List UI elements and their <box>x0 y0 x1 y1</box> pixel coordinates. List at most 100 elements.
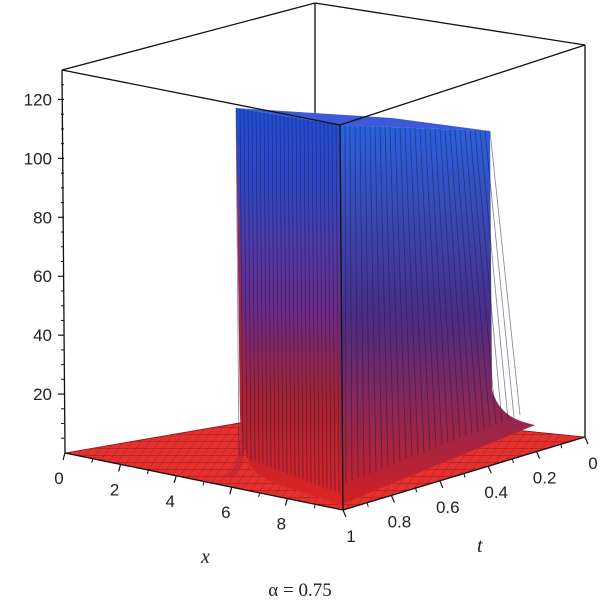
wall-mesh-line <box>291 117 296 477</box>
t-tick-label: 0.6 <box>436 498 460 517</box>
wall-mesh-line <box>459 129 485 430</box>
x-minor-tick <box>313 504 316 509</box>
x-tick <box>173 475 177 483</box>
wall-mesh-line <box>331 123 336 492</box>
t-axis-label: t <box>477 535 483 557</box>
wall-mesh-line <box>469 130 497 425</box>
wall-mesh-line <box>414 127 431 451</box>
wall-mesh-line <box>311 120 316 485</box>
x-tick <box>229 487 233 495</box>
wall-mesh-line <box>399 127 413 458</box>
x-axis-label: x <box>200 546 210 568</box>
wall-mesh-line <box>419 128 437 448</box>
wall-mesh-line <box>404 127 419 455</box>
wall-mesh-line <box>464 129 491 427</box>
wall-mesh-line <box>454 129 479 432</box>
wall-mesh-line <box>409 127 425 453</box>
wall-mesh-line <box>489 130 521 416</box>
wall-mesh-line <box>235 107 240 456</box>
t-minor-tick <box>463 473 466 478</box>
wall-mesh-line <box>439 128 461 439</box>
wall-mesh-line <box>354 125 359 479</box>
x-tick-label: 8 <box>277 515 286 534</box>
wall-mesh-line <box>374 126 383 469</box>
x-tick-label: 2 <box>110 480 119 499</box>
t-minor-tick <box>366 502 369 507</box>
t-axis: 0 0.2 0.4 0.6 0.8 1 <box>342 436 598 546</box>
wall-mesh-line <box>315 121 320 486</box>
wall-mesh-line <box>359 125 365 476</box>
t-tick <box>536 451 541 459</box>
x-tick-label: 6 <box>221 503 230 522</box>
t-tick <box>390 495 395 503</box>
wall-mesh-line <box>389 126 401 462</box>
x-tick <box>62 452 66 461</box>
wall-mesh-line <box>267 113 272 468</box>
t-tick <box>487 465 492 474</box>
wall-mesh-line <box>275 114 280 471</box>
wall-mesh-line <box>271 113 276 469</box>
wall-mesh-line <box>349 125 353 481</box>
wall-mesh-line <box>243 109 248 459</box>
wall-mesh-line <box>394 127 407 460</box>
wall-mesh-line <box>327 123 332 491</box>
wall-mesh-line <box>369 126 377 472</box>
wall-mesh-line <box>344 125 347 483</box>
wall-mesh-line <box>299 118 304 480</box>
x-axis: 0 2 4 6 8 <box>54 452 316 534</box>
t-tick-label: 1 <box>346 527 355 546</box>
x-minor-tick <box>202 481 205 486</box>
wall-mesh-line <box>424 128 443 446</box>
wall-mesh-line <box>384 126 395 465</box>
peak-wall <box>225 107 535 505</box>
wall-mesh-line <box>444 129 467 437</box>
z-tick-label: 40 <box>33 326 52 345</box>
wall-mesh-line <box>255 111 260 463</box>
t-tick-label: 0.2 <box>533 469 557 488</box>
chart-caption: α = 0.75 <box>268 580 331 601</box>
t-minor-tick <box>560 444 563 449</box>
z-tick-label: 80 <box>33 208 52 227</box>
wall-mesh-line <box>239 108 244 457</box>
wall-mesh-line <box>303 119 308 482</box>
wall-mesh-line <box>251 110 256 462</box>
wall-mesh-line <box>335 124 340 494</box>
wall-mesh-line <box>379 126 389 467</box>
wall-mesh-line <box>479 130 509 420</box>
t-tick-label: 0.8 <box>388 512 412 531</box>
wall-mesh-line <box>247 109 252 460</box>
z-axis: 20 40 60 80 100 120 <box>24 84 64 439</box>
wall-mesh-line <box>474 130 503 423</box>
wall-mesh-line <box>263 112 268 466</box>
wall-mesh-line <box>279 115 284 472</box>
wall-mesh-line <box>434 128 455 441</box>
x-tick <box>284 498 288 506</box>
wall-mesh-line <box>283 115 288 474</box>
x-tick <box>118 464 122 472</box>
wall-mesh-line <box>259 111 264 465</box>
t-tick <box>342 509 347 518</box>
x-tick-label: 4 <box>165 492 174 511</box>
x-minor-tick <box>146 469 149 475</box>
wall-mesh-line <box>364 125 371 474</box>
wall-mesh-line <box>449 129 473 434</box>
t-tick-label: 0 <box>588 454 597 473</box>
t-tick-label: 0.4 <box>484 483 508 502</box>
wall-mesh-line <box>287 116 292 476</box>
wall-mesh-line <box>307 119 312 483</box>
z-tick-label: 120 <box>24 90 52 109</box>
wall-mesh-line <box>319 121 324 488</box>
z-tick-label: 100 <box>24 149 52 168</box>
x-minor-tick <box>91 458 94 463</box>
wall-mesh-line <box>429 128 449 444</box>
t-tick <box>439 480 444 489</box>
z-tick-label: 20 <box>33 385 52 404</box>
wall-mesh-line <box>295 117 300 479</box>
x-tick-label: 0 <box>54 469 63 488</box>
t-minor-tick <box>415 487 418 493</box>
t-minor-tick <box>511 458 514 464</box>
wall-mesh-line <box>323 122 328 489</box>
z-tick-label: 60 <box>33 267 52 286</box>
x-minor-tick <box>258 492 261 498</box>
